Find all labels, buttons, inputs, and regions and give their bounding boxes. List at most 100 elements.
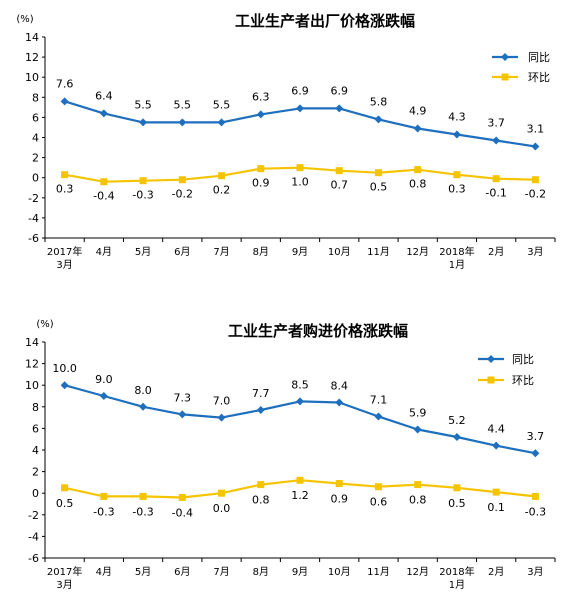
x-tick-label: 9月: [292, 566, 308, 578]
y-tick-label: 2: [32, 152, 39, 165]
data-label: 1.0: [291, 176, 309, 189]
data-point-yoy: [296, 397, 304, 406]
data-label: -0.4: [93, 190, 114, 203]
data-label: -0.3: [132, 189, 153, 202]
y-tick-label: 6: [32, 422, 39, 435]
data-label: 6.9: [330, 84, 348, 97]
y-unit-label: (%): [16, 14, 33, 25]
data-point-mom: [335, 167, 343, 175]
y-tick-label: 12: [25, 358, 39, 371]
data-point-yoy: [256, 110, 265, 119]
x-tick-label: 5月: [135, 246, 151, 258]
data-point-mom: [100, 178, 108, 186]
data-point-yoy: [374, 412, 383, 421]
data-point-mom: [139, 492, 147, 500]
data-point-yoy: [413, 425, 422, 434]
x-tick-label: 11月: [367, 566, 390, 578]
legend-marker: [487, 355, 495, 363]
data-label: 5.5: [134, 98, 152, 111]
legend-label: 环比: [528, 71, 550, 84]
data-point-mom: [374, 169, 382, 177]
data-label: 0.8: [409, 494, 427, 507]
chart-title: 工业生产者出厂价格涨跌幅: [235, 12, 415, 30]
y-tick-label: 12: [25, 51, 39, 64]
x-tick-label: 12月: [406, 566, 429, 578]
data-label: 0.7: [330, 179, 348, 192]
x-tick-label: 3月: [527, 246, 543, 258]
y-tick-label: -4: [28, 212, 39, 225]
data-point-yoy: [531, 449, 540, 458]
y-unit-label: (%): [36, 319, 53, 330]
x-tick-label: 7月: [213, 566, 229, 578]
data-point-yoy: [413, 124, 422, 133]
data-label: 6.3: [252, 90, 270, 103]
data-point-mom: [414, 481, 422, 489]
data-point-yoy: [531, 142, 540, 151]
x-tick-label: 5月: [135, 566, 151, 578]
x-tick-label: 9月: [292, 246, 308, 258]
data-point-mom: [296, 476, 304, 484]
data-point-yoy: [492, 136, 501, 145]
data-label: 1.2: [291, 489, 309, 502]
data-point-yoy: [335, 398, 344, 407]
data-label: 0.8: [409, 178, 427, 191]
chart-title: 工业生产者购进价格涨跌幅: [228, 322, 408, 340]
data-label: 10.0: [52, 362, 77, 375]
data-label: 0.5: [370, 181, 388, 194]
x-tick-label-line2: 1月: [449, 579, 465, 591]
data-label: 0.2: [213, 184, 231, 197]
y-tick-label: 8: [32, 91, 39, 104]
data-label: 0.9: [330, 492, 348, 505]
y-tick-label: -2: [28, 509, 39, 522]
data-point-mom: [453, 171, 461, 179]
y-tick-label: 0: [32, 487, 39, 500]
data-label: 6.4: [95, 89, 113, 102]
data-label: 7.0: [213, 395, 231, 408]
x-tick-label-line2: 3月: [56, 579, 72, 591]
data-label: 4.3: [448, 110, 466, 123]
y-tick-label: 4: [32, 444, 39, 457]
data-label: 7.1: [370, 394, 388, 407]
data-point-mom: [178, 176, 186, 184]
y-tick-label: 8: [32, 401, 39, 414]
data-label: -0.1: [485, 187, 506, 200]
legend-marker: [487, 376, 495, 384]
x-tick-label: 12月: [406, 246, 429, 258]
x-tick-label: 4月: [96, 566, 112, 578]
y-tick-label: -6: [28, 552, 39, 565]
data-label: 0.3: [56, 183, 74, 196]
x-tick-label: 8月: [253, 566, 269, 578]
y-tick-label: 14: [25, 336, 39, 349]
data-point-mom: [257, 481, 265, 489]
data-label: 6.9: [291, 84, 309, 97]
data-point-mom: [61, 171, 69, 179]
y-tick-label: 0: [32, 172, 39, 185]
data-label: 0.1: [487, 501, 505, 514]
data-label: 0.5: [56, 497, 74, 510]
data-point-mom: [296, 164, 304, 172]
data-label: 8.4: [330, 379, 348, 392]
data-label: 8.5: [291, 378, 309, 391]
data-point-mom: [335, 479, 343, 487]
x-tick-label: 2017年: [47, 245, 82, 258]
data-label: 7.7: [252, 387, 270, 400]
data-label: -0.4: [172, 507, 193, 520]
legend-label: 同比: [512, 353, 534, 366]
data-label: 5.8: [370, 95, 388, 108]
data-point-mom: [257, 165, 265, 173]
data-point-mom: [218, 172, 226, 180]
x-tick-label: 8月: [253, 246, 269, 258]
y-tick-label: 2: [32, 466, 39, 479]
data-point-yoy: [60, 97, 69, 106]
data-label: 7.6: [56, 77, 74, 90]
data-label: -0.2: [172, 188, 193, 201]
data-point-yoy: [296, 104, 304, 113]
y-tick-label: 10: [25, 71, 39, 84]
y-tick-label: 6: [32, 111, 39, 124]
data-label: 0.5: [448, 497, 466, 510]
data-point-yoy: [335, 104, 344, 113]
data-point-yoy: [178, 118, 187, 127]
data-label: 5.5: [174, 98, 192, 111]
data-point-mom: [218, 489, 226, 497]
y-tick-label: -4: [28, 530, 39, 543]
